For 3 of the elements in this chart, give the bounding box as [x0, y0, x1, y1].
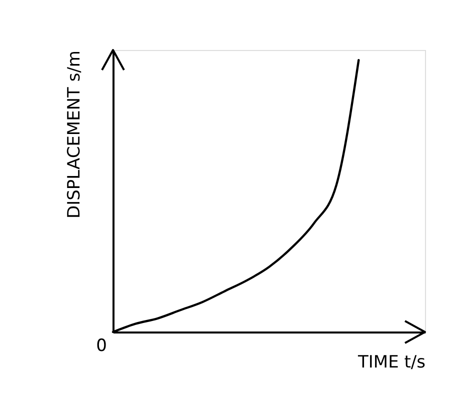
y-axis-title: DISPLACEMENT s/m: [64, 50, 84, 219]
text: 0: [96, 336, 107, 356]
x-axis-title: TIME t/s: [357, 352, 426, 372]
